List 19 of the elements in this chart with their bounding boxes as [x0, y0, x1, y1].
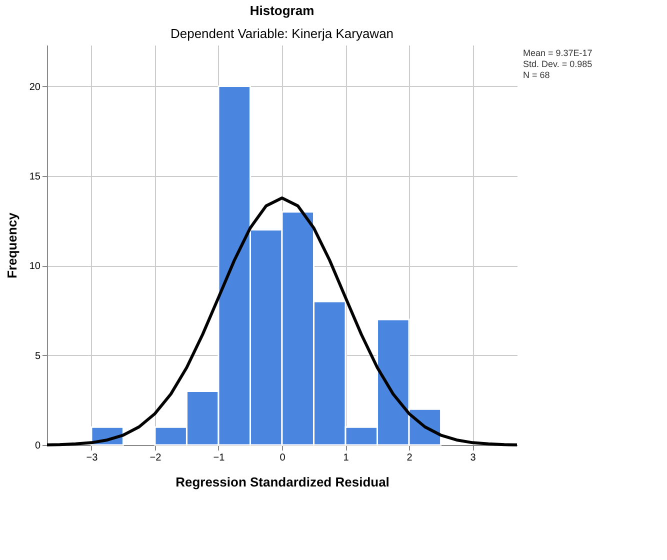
x-tick-label: −1: [213, 452, 226, 464]
y-tick-label: 20: [29, 82, 41, 93]
y-tick-label: 5: [34, 350, 41, 362]
text: Std. Dev. = 0.985: [523, 59, 592, 69]
chart-subtitle: Dependent Variable: Kinerja Karyawan: [170, 26, 394, 41]
x-tick-label: −2: [150, 452, 162, 464]
x-tick-label: 1: [343, 452, 350, 464]
x-tick-label: 3: [470, 452, 476, 464]
x-tick-label: 0: [280, 452, 286, 464]
y-tick-label: 10: [29, 261, 41, 272]
chart-title: Histogram: [250, 3, 314, 18]
y-axis-title: Frequency: [4, 212, 20, 278]
x-tick-label: −3: [86, 452, 98, 464]
text: N = 68: [523, 70, 550, 80]
x-axis-title: Regression Standardized Residual: [176, 474, 390, 490]
y-tick-label: 0: [34, 440, 41, 452]
text: Mean = 9.37E-17: [523, 48, 592, 58]
y-tick-label: 15: [29, 171, 41, 182]
x-tick-label: 2: [406, 452, 413, 464]
